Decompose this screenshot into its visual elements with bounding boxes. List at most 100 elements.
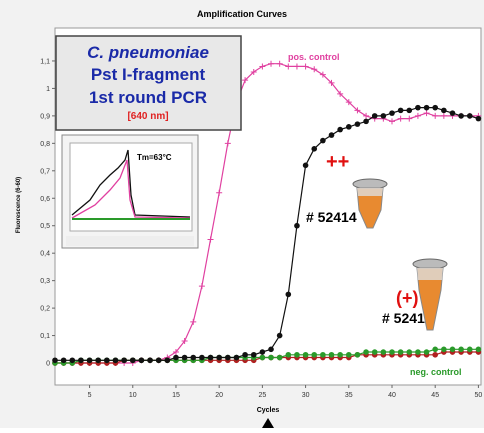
point [104,357,110,364]
box-line: 1st round PCR [89,88,207,107]
y-axis-label: Fluorescence (6-60) [16,177,22,233]
x-tick-label: 15 [172,392,180,399]
chart-title: Amplification Curves [197,9,287,19]
point [432,112,439,119]
point [423,349,430,355]
point [441,346,447,353]
point [78,357,84,364]
point [380,349,387,355]
point [441,107,447,114]
point [112,357,119,364]
sample-label: # 52414 [306,209,357,225]
point [147,357,153,364]
x-tick-label: 10 [129,392,137,399]
point [302,162,309,169]
point [337,351,343,358]
x-tick-label: 40 [388,392,396,399]
point [95,357,102,364]
point [328,79,335,86]
point [60,357,67,364]
arrow [262,418,274,428]
x-tick-label: 35 [345,392,353,399]
point [414,112,421,119]
y-tick-label: 0,4 [40,251,50,258]
point [458,346,464,353]
point [397,115,404,122]
point [302,351,309,358]
point [259,349,266,355]
point [198,283,205,290]
x-tick-label: 50 [475,392,483,399]
point [311,146,318,152]
point [337,90,344,97]
point [388,118,395,125]
point [415,104,421,111]
point [216,189,223,196]
point [432,104,439,111]
point [129,357,136,364]
point [354,107,361,114]
point [173,354,179,361]
point [259,354,266,361]
point [69,357,76,364]
point [363,349,369,355]
point [397,349,404,355]
neg-control-label: neg. control [410,367,462,377]
point [363,112,370,119]
x-tick-label: 5 [88,392,92,399]
point [345,351,352,358]
point [319,71,326,78]
point [242,77,249,84]
y-tick-label: 0,7 [40,168,50,175]
point [52,357,58,364]
point [285,351,292,358]
point [406,115,413,122]
point [432,346,439,353]
y-tick-label: 0,9 [40,113,50,120]
point [354,351,361,358]
point [389,110,395,116]
point [423,104,430,111]
point [432,351,439,358]
sample-mark: ++ [326,151,349,173]
wavelength: [640 nm] [127,111,168,122]
point [190,354,197,361]
point [86,357,93,364]
point [268,354,274,361]
point [406,349,413,355]
point [380,113,387,119]
point [397,107,404,114]
point [190,318,197,325]
inset-curve [71,149,191,218]
point [276,332,283,339]
y-tick-label: 0,5 [40,223,50,230]
point [449,346,456,353]
point [207,354,214,361]
point [285,291,292,298]
point [259,63,266,70]
pos-control-label: pos. control [288,52,340,62]
point [345,99,352,106]
point [268,346,274,353]
y-tick-label: 0,6 [40,196,50,203]
x-axis-label: Cycles [257,407,280,414]
point [458,113,464,119]
tube [352,178,388,229]
point [475,346,482,353]
point [276,354,283,361]
point [440,112,447,119]
x-tick-label: 30 [302,392,310,399]
point [199,354,205,361]
point [216,354,222,361]
point [371,349,378,355]
point [415,349,421,355]
inset-curve [71,159,191,219]
sample-mark: (+) [396,288,419,308]
tube [412,258,448,331]
point [294,351,300,358]
point [423,110,430,117]
point [155,357,162,364]
point [207,236,214,243]
point [224,140,231,147]
